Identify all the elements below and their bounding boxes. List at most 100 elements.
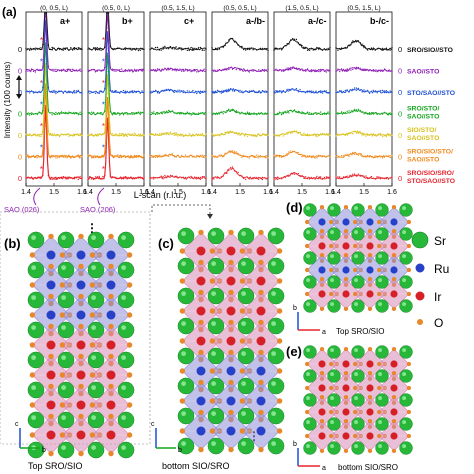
atom-highlight (306, 230, 310, 234)
data-point (346, 175, 348, 177)
data-point (278, 69, 281, 71)
data-point (314, 112, 316, 114)
data-point (259, 135, 262, 137)
data-point (258, 91, 260, 93)
panel-label-a: (a) (2, 5, 17, 19)
atom-o (228, 259, 234, 266)
data-point (342, 91, 345, 93)
atom-o (126, 432, 133, 438)
data-point (339, 112, 341, 115)
data-point (162, 89, 164, 92)
data-point (354, 110, 356, 112)
data-point (284, 176, 286, 179)
data-point (233, 170, 236, 172)
data-point (305, 133, 307, 136)
data-point (273, 69, 275, 71)
data-point (196, 48, 198, 50)
data-point (75, 48, 78, 50)
atom-o (406, 267, 412, 273)
data-point (104, 66, 106, 69)
data-point (340, 90, 343, 92)
data-point (149, 177, 151, 179)
data-point (128, 157, 130, 159)
data-point (224, 69, 226, 71)
data-point (194, 47, 196, 50)
data-point (259, 155, 262, 157)
atom-ru (318, 266, 326, 274)
atom-sr (27, 351, 45, 369)
data-point (383, 177, 386, 180)
atom-highlight (271, 231, 276, 237)
atom-sr (351, 393, 365, 407)
atom-sr (87, 411, 105, 429)
data-point (36, 114, 38, 116)
panel-d-structure: (d) b a Top SRO/SIO (286, 200, 413, 336)
data-point (29, 49, 31, 51)
data-point (47, 130, 50, 133)
data-point (151, 47, 153, 49)
data-point (36, 177, 38, 179)
legend-entry: SAO//STO (407, 69, 439, 76)
data-point (168, 88, 170, 91)
data-point (316, 69, 318, 72)
data-point (308, 134, 311, 136)
panel-label-b: (b) (4, 236, 21, 251)
data-point (177, 154, 179, 156)
x-tick-label: 1.5 (49, 189, 59, 196)
caption-b: Top SRO/SIO (28, 461, 83, 471)
data-point (58, 113, 61, 115)
data-point (297, 172, 299, 175)
data-point (196, 133, 198, 136)
data-point (91, 69, 93, 71)
data-point (109, 132, 112, 134)
atom-ru (226, 426, 236, 436)
atom-sr (351, 251, 365, 265)
data-point (378, 69, 380, 72)
data-point (201, 176, 203, 178)
data-point (363, 113, 365, 115)
atom-ru (46, 280, 56, 290)
data-point (280, 113, 283, 116)
data-point (230, 131, 232, 133)
data-point (190, 175, 192, 178)
axis-c-c: c (151, 421, 155, 428)
data-point (361, 111, 363, 114)
data-point (182, 112, 185, 115)
data-point (370, 90, 373, 93)
data-point (305, 176, 307, 178)
data-point (205, 68, 207, 71)
data-point (111, 68, 114, 70)
atom-o (406, 361, 412, 367)
data-point (239, 113, 241, 115)
data-point (284, 133, 286, 135)
atom-highlight (354, 206, 358, 210)
data-point (188, 69, 190, 71)
data-point (55, 157, 57, 159)
atom-o (343, 306, 349, 312)
data-point (327, 69, 329, 71)
data-point (51, 46, 53, 49)
data-point (106, 12, 108, 14)
data-point (126, 90, 128, 93)
data-point (357, 108, 360, 111)
atom-sr (327, 299, 341, 313)
data-point (135, 177, 138, 179)
data-point (203, 49, 205, 51)
data-point (62, 156, 64, 158)
data-point (380, 113, 382, 115)
data-point (164, 90, 166, 92)
atom-sr (351, 417, 365, 431)
data-point (51, 133, 53, 135)
data-point (141, 111, 143, 114)
data-point (104, 87, 106, 90)
data-point (89, 48, 91, 50)
data-point (344, 176, 346, 178)
data-point (228, 108, 230, 111)
data-point (60, 90, 63, 92)
data-point (222, 133, 224, 136)
data-point (303, 154, 305, 157)
data-point (126, 70, 128, 72)
data-point (96, 70, 99, 72)
data-point (216, 69, 219, 71)
data-point (250, 47, 252, 49)
